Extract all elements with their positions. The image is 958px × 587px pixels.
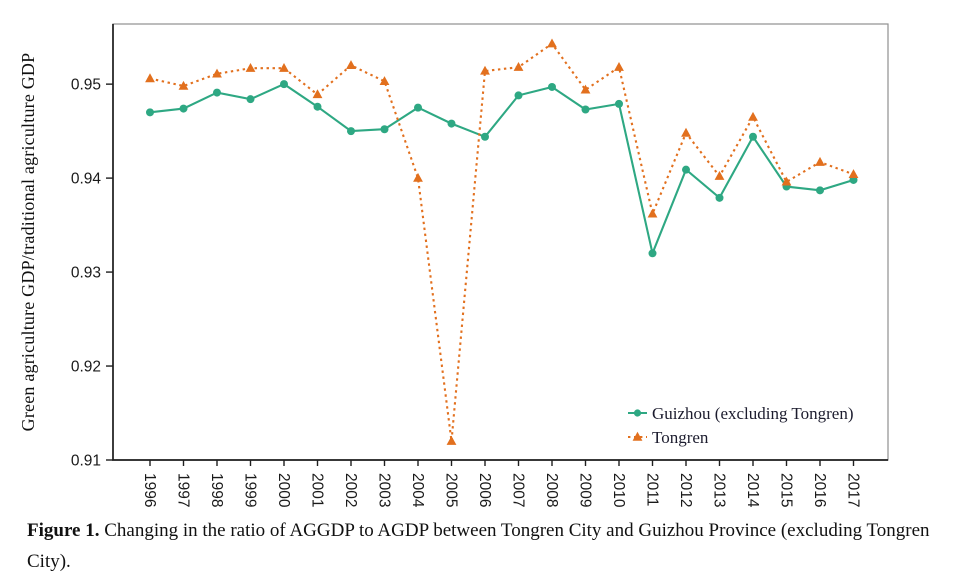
data-point-circle	[514, 91, 523, 100]
data-point-triangle	[245, 62, 256, 72]
data-point-triangle	[178, 80, 189, 90]
data-point-triangle	[513, 62, 524, 71]
data-point-circle	[648, 249, 657, 258]
y-tick-label: 0.93	[71, 265, 101, 282]
x-tick-label: 1997	[174, 473, 191, 507]
series-tongren	[145, 38, 859, 445]
data-point-triangle	[279, 62, 289, 72]
x-tick-label: 1996	[141, 473, 158, 507]
data-point-circle	[615, 99, 623, 108]
data-point-circle	[179, 104, 188, 113]
y-tick-label: 0.92	[71, 359, 101, 376]
data-point-circle	[313, 102, 322, 111]
figure-caption: Figure 1. Changing in the ratio of AGGDP…	[27, 516, 935, 578]
data-point-circle	[481, 132, 489, 141]
x-tick-label: 2007	[509, 473, 526, 507]
x-tick-label: 2016	[811, 473, 828, 507]
data-point-triangle	[614, 62, 624, 71]
chart-area: 0.91 0.92 0.93 0.94 0.95 1996 1997 1998 1999 2000…	[18, 23, 889, 508]
x-tick-label: 2002	[342, 473, 359, 507]
data-point-triangle	[848, 169, 859, 179]
data-point-triangle	[580, 84, 591, 94]
y-tick-label: 0.94	[71, 171, 102, 188]
data-point-triangle	[480, 65, 490, 75]
x-tick-label: 1998	[208, 473, 225, 507]
data-point-triangle	[547, 38, 557, 48]
data-point-triangle	[312, 89, 323, 99]
data-point-triangle	[647, 208, 658, 218]
series-guizhou-excluding-tongren	[146, 80, 858, 258]
data-point-triangle	[145, 73, 155, 83]
data-point-circle	[380, 125, 389, 134]
data-point-triangle	[446, 436, 457, 445]
x-tick-label: 2011	[643, 473, 660, 506]
data-point-triangle	[632, 431, 643, 441]
data-point-triangle	[714, 171, 725, 180]
x-tick-label: 2010	[610, 473, 627, 508]
data-point-circle	[213, 88, 221, 97]
data-point-circle	[548, 82, 556, 91]
x-tick-label: 2012	[677, 473, 694, 507]
data-point-circle	[246, 95, 255, 104]
data-point-triangle	[212, 68, 222, 78]
data-point-circle	[146, 108, 154, 117]
legend-label: Guizhou (excluding Tongren)	[652, 404, 854, 423]
data-point-triangle	[748, 111, 758, 121]
data-point-circle	[347, 127, 355, 136]
series-line	[149, 42, 854, 442]
x-tick-label: 1999	[241, 473, 258, 507]
x-tick-label: 2008	[543, 473, 560, 507]
figure-caption-text: Changing in the ratio of AGGDP to AGDP b…	[27, 520, 930, 572]
data-point-circle	[749, 132, 757, 141]
y-tick-label: 0.95	[71, 77, 101, 94]
data-point-circle	[280, 80, 288, 89]
data-point-triangle	[379, 76, 390, 86]
x-tick-label: 2004	[409, 473, 426, 508]
data-point-triangle	[346, 60, 356, 70]
data-point-circle	[447, 119, 456, 128]
legend-item-tongren: Tongren	[628, 428, 709, 447]
x-tick-label: 2015	[777, 473, 794, 507]
y-axis-title: Green agriculture GDP/traditional agricu…	[18, 53, 38, 432]
x-tick-label: 2006	[476, 473, 493, 507]
y-tick-label: 0.91	[71, 453, 101, 470]
axis-lines	[112, 24, 888, 461]
data-point-triangle	[681, 127, 691, 137]
data-point-circle	[816, 186, 824, 195]
data-point-circle	[633, 409, 642, 417]
data-point-circle	[581, 105, 590, 114]
x-tick-label: 2000	[275, 473, 292, 508]
ratio-line-chart: 0.91 0.92 0.93 0.94 0.95 1996 1997 1998 1999 2000…	[18, 23, 889, 508]
data-point-triangle	[781, 176, 792, 186]
legend-item-guizhou-excluding-tongren: Guizhou (excluding Tongren)	[628, 404, 854, 423]
data-point-circle	[414, 103, 422, 112]
legend-label: Tongren	[652, 428, 709, 447]
series-line	[149, 82, 854, 257]
x-tick-label: 2014	[744, 473, 761, 508]
x-tick-label: 2013	[710, 473, 727, 507]
x-tick-label: 2017	[844, 473, 861, 507]
x-tick-label: 2001	[308, 473, 325, 507]
data-point-triangle	[413, 172, 423, 182]
data-point-circle	[682, 165, 690, 174]
data-point-circle	[715, 193, 724, 202]
plot-border	[112, 23, 889, 461]
x-tick-label: 2003	[375, 473, 392, 507]
x-tick-label: 2005	[442, 473, 459, 507]
x-tick-label: 2009	[576, 473, 593, 507]
figure-caption-label: Figure 1.	[27, 520, 100, 541]
data-point-triangle	[815, 156, 825, 166]
